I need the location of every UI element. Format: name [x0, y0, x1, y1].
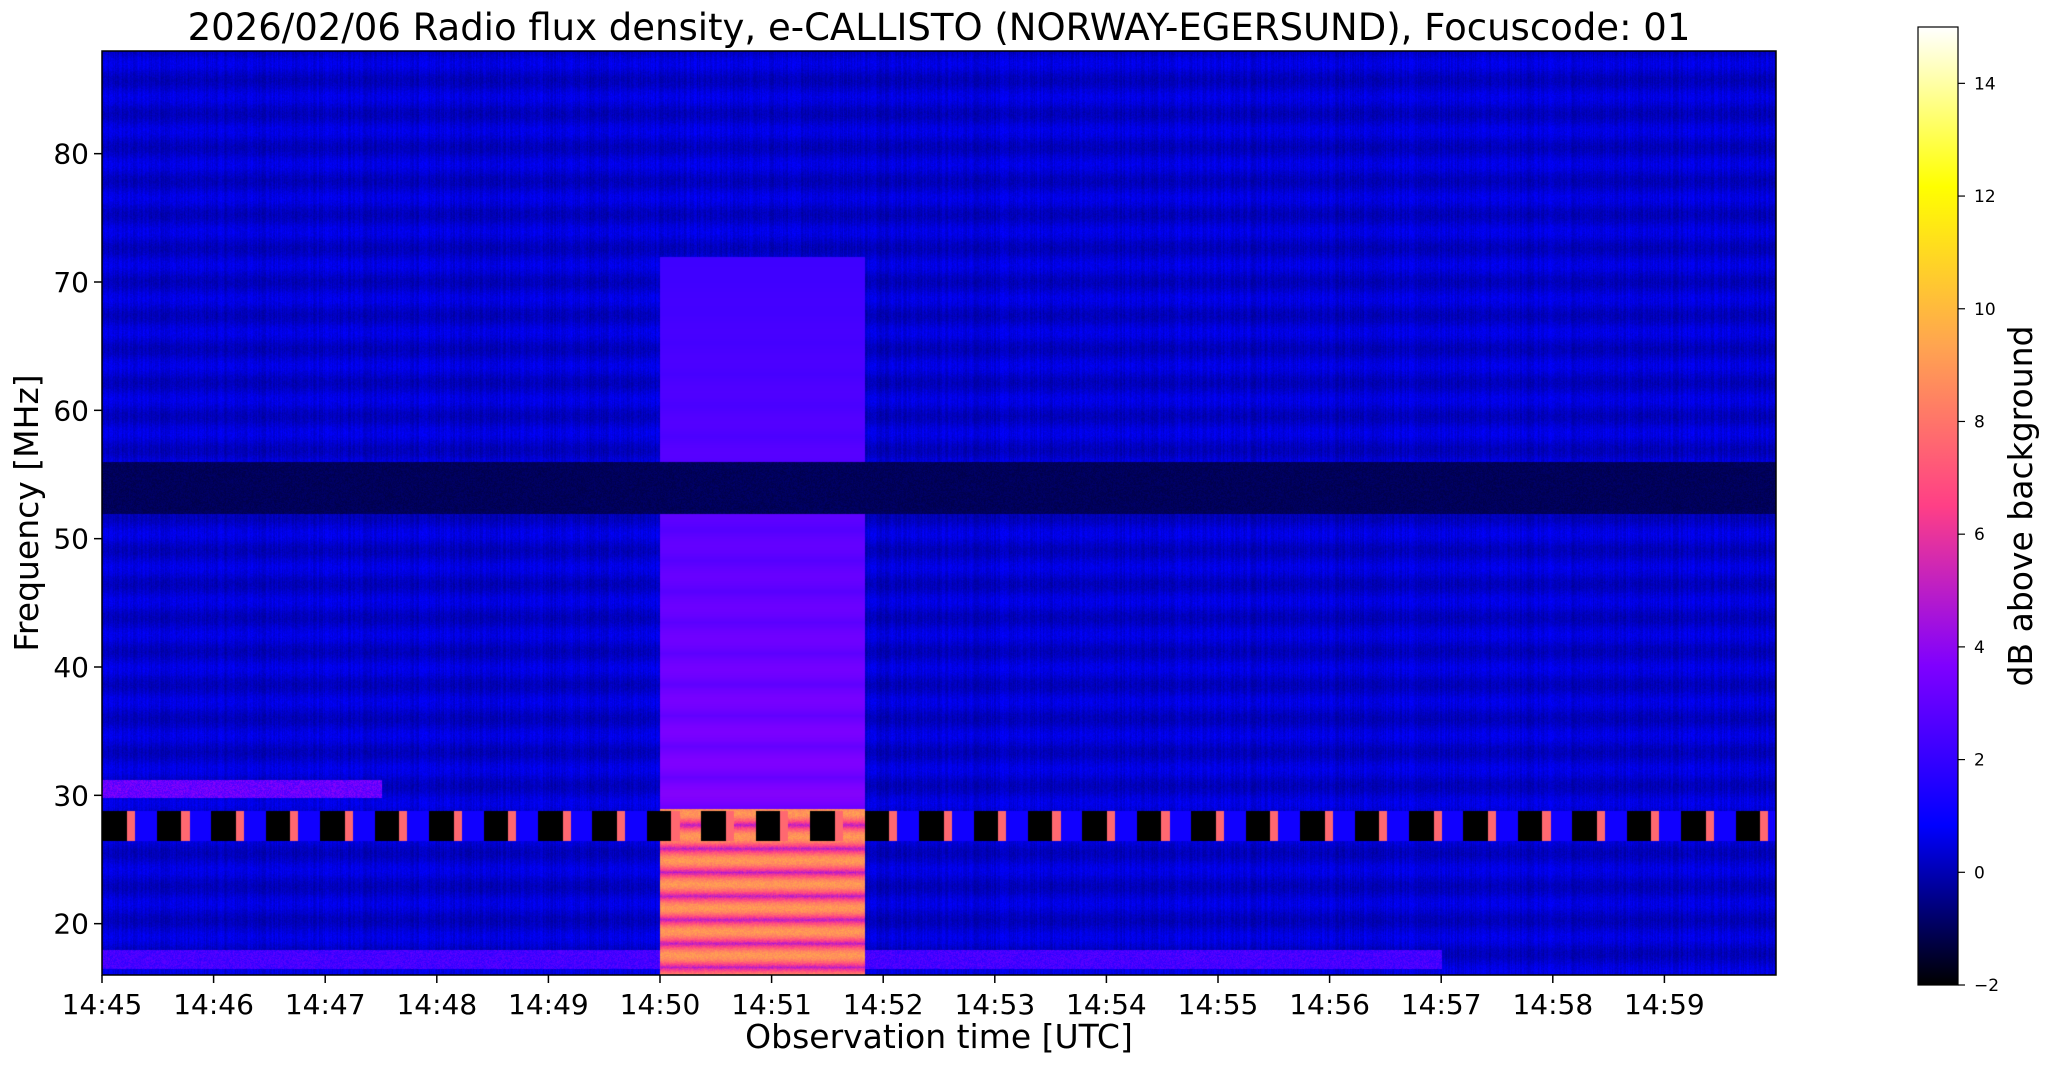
x-tick-label: 14:51	[731, 988, 812, 1021]
x-tick-label: 14:48	[396, 988, 477, 1021]
x-tick-label: 14:53	[954, 988, 1035, 1021]
plot-frame	[101, 50, 1777, 976]
colorbar-label: dB above background	[2001, 326, 2040, 687]
y-tick-label: 40	[53, 651, 89, 684]
colorbar-tick-label: 6	[1974, 525, 1985, 545]
x-tick-label: 14:56	[1289, 988, 1370, 1021]
x-tick-label: 14:54	[1066, 988, 1147, 1021]
x-tick-label: 14:55	[1178, 988, 1259, 1021]
colorbar-tick-label: 0	[1974, 863, 1985, 883]
colorbar-tick-label: −2	[1974, 976, 1999, 996]
colorbar-tick-label: 10	[1974, 300, 1996, 320]
x-tick-label: 14:45	[62, 988, 143, 1021]
x-axis-ticks: 14:45 14:46 14:47 14:48 14:49 14:50 14:51 14:52…	[62, 975, 1705, 1021]
x-tick-label: 14:49	[508, 988, 589, 1021]
x-tick-label: 14:52	[843, 988, 924, 1021]
colorbar-tick-label: 2	[1974, 751, 1985, 771]
chart-title: 2026/02/06 Radio flux density, e-CALLIST…	[188, 6, 1691, 49]
y-tick-label: 50	[53, 523, 89, 556]
colorbar-tick-label: 12	[1974, 187, 1996, 207]
colorbar-tick-label: 14	[1974, 74, 1996, 94]
x-tick-label: 14:46	[173, 988, 254, 1021]
y-axis-label: Frequency [MHz]	[7, 374, 46, 651]
y-axis-ticks: 20 30 40 50 60 70 80	[53, 138, 102, 941]
x-tick-label: 14:59	[1624, 988, 1705, 1021]
spectrogram-plot	[102, 51, 1776, 975]
colorbar-ticks: −2 0 2 4 6 8 10 12 14	[1958, 74, 1999, 996]
x-tick-label: 14:57	[1401, 988, 1482, 1021]
colorbar	[1917, 26, 1959, 986]
colorbar-tick-label: 8	[1974, 412, 1985, 432]
colorbar-tick-label: 4	[1974, 638, 1985, 658]
y-tick-label: 70	[53, 266, 89, 299]
y-tick-label: 80	[53, 138, 89, 171]
x-axis-label: Observation time [UTC]	[745, 1017, 1133, 1056]
y-tick-label: 20	[53, 908, 89, 941]
y-tick-label: 30	[53, 779, 89, 812]
spectrogram-image	[102, 51, 1776, 975]
x-tick-label: 14:47	[285, 988, 366, 1021]
y-tick-label: 60	[53, 394, 89, 427]
x-tick-label: 14:50	[620, 988, 701, 1021]
x-tick-label: 14:58	[1512, 988, 1593, 1021]
